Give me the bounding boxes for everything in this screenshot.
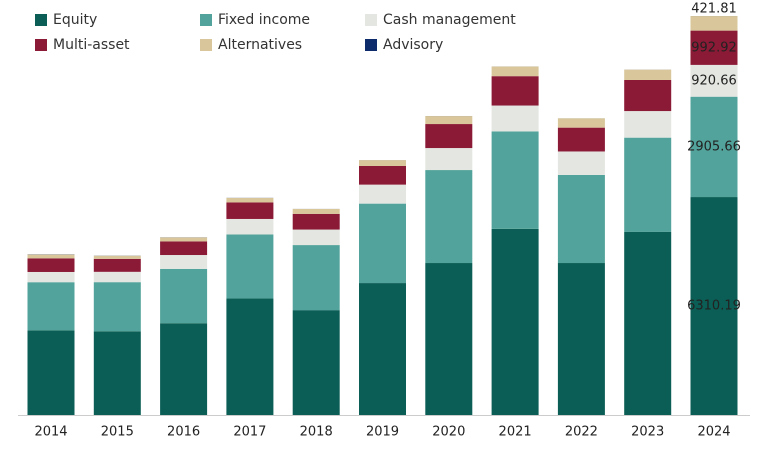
- legend-label: Multi-asset: [53, 37, 130, 53]
- bar-segment: [27, 282, 75, 331]
- bar-segment: [226, 202, 274, 219]
- bar-segment: [690, 96, 738, 198]
- bar-segment: [491, 66, 539, 77]
- bar-segment: [425, 148, 473, 171]
- bar-segment: [292, 208, 340, 214]
- legend-label: Fixed income: [218, 12, 310, 28]
- bar-segment: [93, 255, 141, 259]
- bar-segment: [359, 165, 406, 185]
- legend-label: Cash management: [383, 12, 516, 28]
- bar-segment: [160, 241, 208, 256]
- bar-segment: [292, 245, 340, 311]
- bar-segment: [557, 174, 605, 264]
- x-tick-label: 2014: [34, 425, 67, 440]
- data-label: 992.92: [691, 40, 737, 55]
- x-tick-label: 2021: [499, 425, 532, 440]
- bar-segment: [359, 160, 406, 166]
- bar-segment: [425, 170, 473, 264]
- bar-segment: [624, 111, 672, 138]
- x-tick-label: 2015: [101, 425, 134, 440]
- bar-segment: [491, 76, 539, 106]
- bar-segment: [292, 213, 340, 230]
- x-tick-label: 2018: [300, 425, 333, 440]
- x-tick-label: 2024: [697, 425, 730, 440]
- x-tick-label: 2023: [631, 425, 664, 440]
- legend-swatch: [365, 14, 377, 26]
- legend-label: Alternatives: [218, 37, 302, 53]
- bar-segment: [425, 263, 473, 415]
- bar-segment: [160, 237, 208, 242]
- bar-segment: [491, 105, 539, 132]
- bar-segment: [160, 323, 208, 415]
- legend-label: Equity: [53, 12, 97, 28]
- bar-segment: [292, 310, 340, 415]
- x-tick-label: 2019: [366, 425, 399, 440]
- bar-segment: [624, 231, 672, 415]
- bar-segment: [690, 64, 738, 97]
- bar-segment: [93, 258, 141, 272]
- bar-segment: [27, 271, 75, 283]
- bar-segment: [226, 298, 274, 415]
- bar-segment: [491, 228, 539, 415]
- bar-segment: [425, 116, 473, 125]
- bar-segment: [359, 203, 406, 284]
- bar-segment: [27, 254, 75, 259]
- bar-segment: [557, 118, 605, 128]
- bar-segment: [624, 137, 672, 232]
- bar-segment: [226, 218, 274, 235]
- bar-segment: [557, 263, 605, 415]
- bar-segment: [27, 258, 75, 272]
- bar-segment: [27, 330, 75, 415]
- data-label: 2905.66: [687, 139, 741, 154]
- bar-segment: [557, 151, 605, 175]
- bar-segment: [359, 283, 406, 415]
- legend-swatch: [200, 14, 212, 26]
- bar-segment: [690, 30, 738, 65]
- x-tick-label: 2022: [565, 425, 598, 440]
- bar-segment: [226, 197, 274, 203]
- legend-swatch: [35, 39, 47, 51]
- bar-segment: [624, 79, 672, 112]
- x-tick-label: 2016: [167, 425, 200, 440]
- bar-segment: [93, 331, 141, 415]
- legend-swatch: [200, 39, 212, 51]
- bar-segment: [226, 234, 274, 299]
- bar-segment: [359, 184, 406, 204]
- x-tick-label: 2020: [432, 425, 465, 440]
- bar-segment: [557, 127, 605, 152]
- legend-label: Advisory: [383, 37, 443, 53]
- bar-segment: [425, 124, 473, 149]
- bar-segment: [624, 69, 672, 80]
- bar-segment: [160, 255, 208, 269]
- bar-segment: [491, 131, 539, 229]
- data-label: 6310.19: [687, 299, 741, 314]
- legend-swatch: [35, 14, 47, 26]
- data-label: 920.66: [691, 73, 737, 88]
- bar-segment: [93, 282, 141, 332]
- bar-segment: [93, 271, 141, 283]
- bar-segment: [690, 16, 738, 31]
- bar-segment: [160, 268, 208, 324]
- x-tick-label: 2017: [233, 425, 266, 440]
- legend: Equity Fixed income Cash management Multi-a…: [35, 12, 516, 53]
- bar-segment: [292, 229, 340, 246]
- legend-swatch: [365, 39, 377, 51]
- bar-segment: [690, 197, 738, 415]
- data-label: 421.81: [691, 2, 737, 17]
